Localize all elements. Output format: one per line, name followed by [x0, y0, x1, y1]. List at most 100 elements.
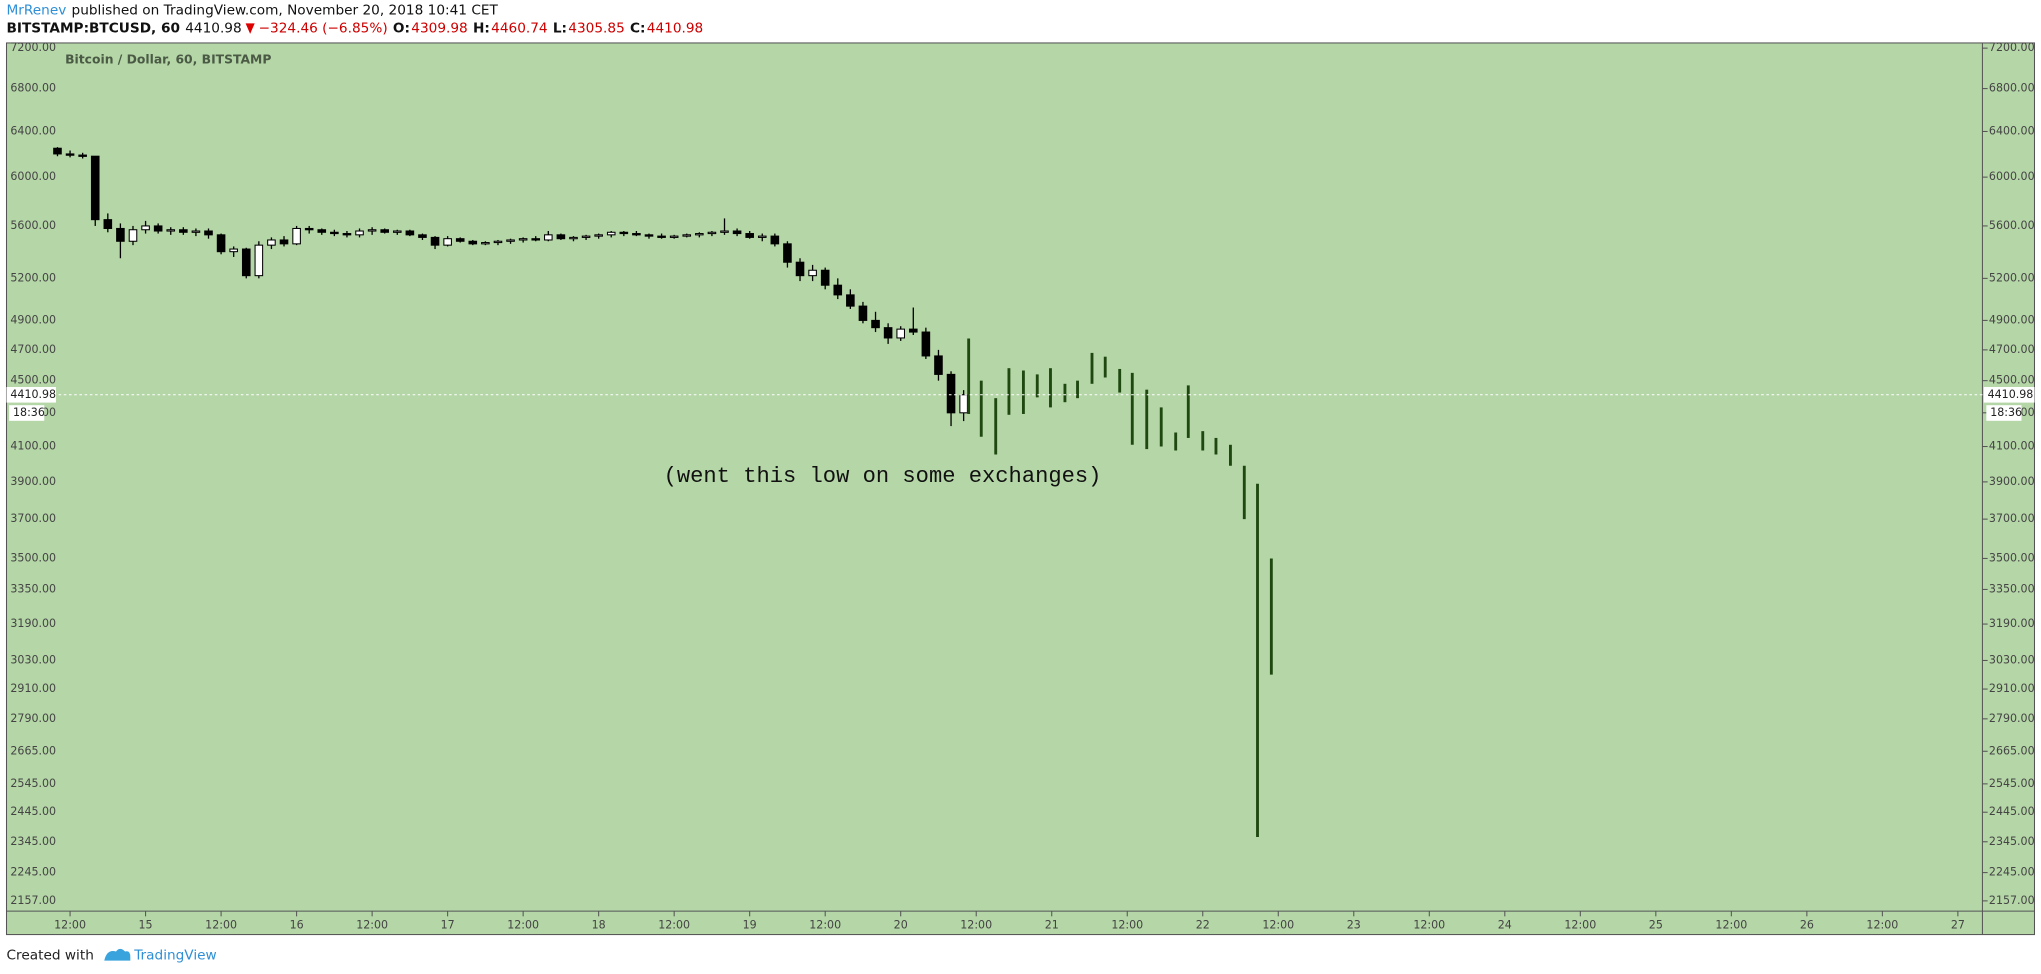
candle-body	[367, 229, 377, 232]
annotation: (went this low on some exchanges)	[664, 464, 1102, 489]
candle-body	[116, 227, 125, 242]
last-price-box	[6, 386, 56, 403]
y-tick-label: 2245.00	[10, 866, 56, 879]
candle-body	[317, 229, 327, 233]
candle-body	[871, 319, 880, 329]
y-tick-label: 2665.00	[10, 744, 56, 757]
author: MrRenev	[7, 2, 67, 18]
candle-body	[707, 231, 717, 235]
y-tick-label-right: 7200.00	[1989, 41, 2035, 54]
candle-body	[606, 231, 616, 236]
candle-body	[355, 230, 364, 236]
x-tick-label: 12:00	[356, 918, 388, 931]
y-tick-label: 3700.00	[10, 512, 56, 525]
y-tick-label-right: 4700.00	[1989, 343, 2035, 356]
candle-body	[934, 355, 943, 375]
ohlc-label: C:	[630, 21, 645, 37]
ohlc-value: 4305.85	[568, 21, 624, 37]
y-tick-label-right: 5600.00	[1989, 219, 2035, 232]
x-tick-label: 16	[290, 918, 304, 931]
plot	[53, 147, 1273, 837]
y-tick-label: 4100.00	[10, 440, 56, 453]
y-tick-label: 3030.00	[10, 653, 56, 666]
candle-body	[304, 227, 314, 231]
y-tick-label: 2345.00	[10, 835, 56, 848]
ohlc-value: 4460.74	[491, 21, 547, 37]
candle-body	[632, 233, 641, 236]
y-tick-label: 2545.00	[10, 777, 56, 790]
y-tick-label: 5600.00	[10, 219, 56, 232]
y-tick-label-right: 2245.00	[1989, 866, 2035, 879]
candle-body	[820, 269, 830, 286]
y-tick-label-right: 3030.00	[1989, 653, 2035, 666]
down-arrow	[245, 23, 255, 34]
candle-body	[644, 234, 654, 237]
candle-body	[468, 240, 478, 245]
candle-body	[669, 235, 679, 238]
candle-body	[657, 235, 666, 238]
y-tick-label-right: 2345.00	[1989, 835, 2035, 848]
y-tick-label: 4500.00	[10, 374, 56, 387]
last-price-box	[1983, 386, 2035, 403]
candle-body	[430, 236, 440, 246]
y-tick-label: 3190.00	[10, 617, 56, 630]
symbol: BITSTAMP:BTCUSD, 60	[7, 21, 180, 37]
candle-body	[65, 153, 75, 156]
candle-body	[330, 231, 339, 235]
x-tick-label: 15	[139, 918, 153, 931]
candle-body	[921, 331, 931, 357]
candle-body	[569, 236, 578, 240]
y-tick-label-right: 2910.00	[1989, 682, 2035, 695]
y-tick-label: 4700.00	[10, 343, 56, 356]
brand: TradingView	[133, 947, 217, 963]
candle-body	[770, 235, 780, 245]
candle-body	[883, 327, 893, 339]
candle-body	[153, 225, 163, 232]
x-tick-label: 20	[894, 918, 908, 931]
y-tick-label: 6000.00	[10, 170, 56, 183]
x-tick-label: 18	[592, 918, 606, 931]
candle-body	[783, 243, 792, 263]
x-tick-label: 12:00	[1413, 918, 1445, 931]
y-tick-label: 2157.00	[10, 894, 56, 907]
candle-body	[90, 155, 100, 221]
y-tick-label-right: 3190.00	[1989, 617, 2035, 630]
chart-title: Bitcoin / Dollar, 60, BITSTAMP	[65, 52, 271, 66]
candle-body	[846, 294, 855, 307]
y-tick-label: 3500.00	[10, 551, 56, 564]
candle-body	[166, 229, 176, 232]
candle-body	[493, 240, 503, 244]
candle-body	[959, 394, 968, 414]
y-tick-label: 2445.00	[10, 805, 56, 818]
countdown-label: 18:36	[13, 406, 45, 419]
y-tick-label-right: 2790.00	[1989, 712, 2035, 725]
plot-background	[5, 42, 2036, 936]
candle-body	[443, 238, 452, 246]
candle-body	[103, 219, 113, 229]
candle-body	[128, 229, 138, 242]
candle-body	[556, 234, 566, 240]
x-tick-label: 12:00	[1564, 918, 1596, 931]
y-tick-label: 6400.00	[10, 124, 56, 137]
ohlc-label: O:	[393, 21, 410, 37]
candle-body	[418, 234, 427, 238]
candle-body	[594, 234, 603, 237]
candle-body	[808, 269, 817, 277]
candle-body	[455, 238, 465, 242]
candle-body	[380, 229, 389, 233]
candle-body	[204, 230, 213, 236]
y-tick-label-right: 2157.00	[1989, 894, 2035, 907]
y-tick-label-right: 6400.00	[1989, 124, 2035, 137]
candle-body	[229, 248, 238, 253]
candle-body	[506, 239, 515, 242]
x-tick-label: 12:00	[658, 918, 690, 931]
y-tick-label-right: 2665.00	[1989, 744, 2035, 757]
x-tick-label: 12:00	[1111, 918, 1143, 931]
y-tick-label: 6800.00	[10, 82, 56, 95]
candle-body	[141, 225, 150, 231]
candle-body	[833, 284, 843, 296]
countdown-box	[9, 405, 45, 421]
y-tick-label-right: 4100.00	[1989, 440, 2035, 453]
candle-body	[745, 233, 754, 238]
candle-body	[544, 234, 553, 241]
